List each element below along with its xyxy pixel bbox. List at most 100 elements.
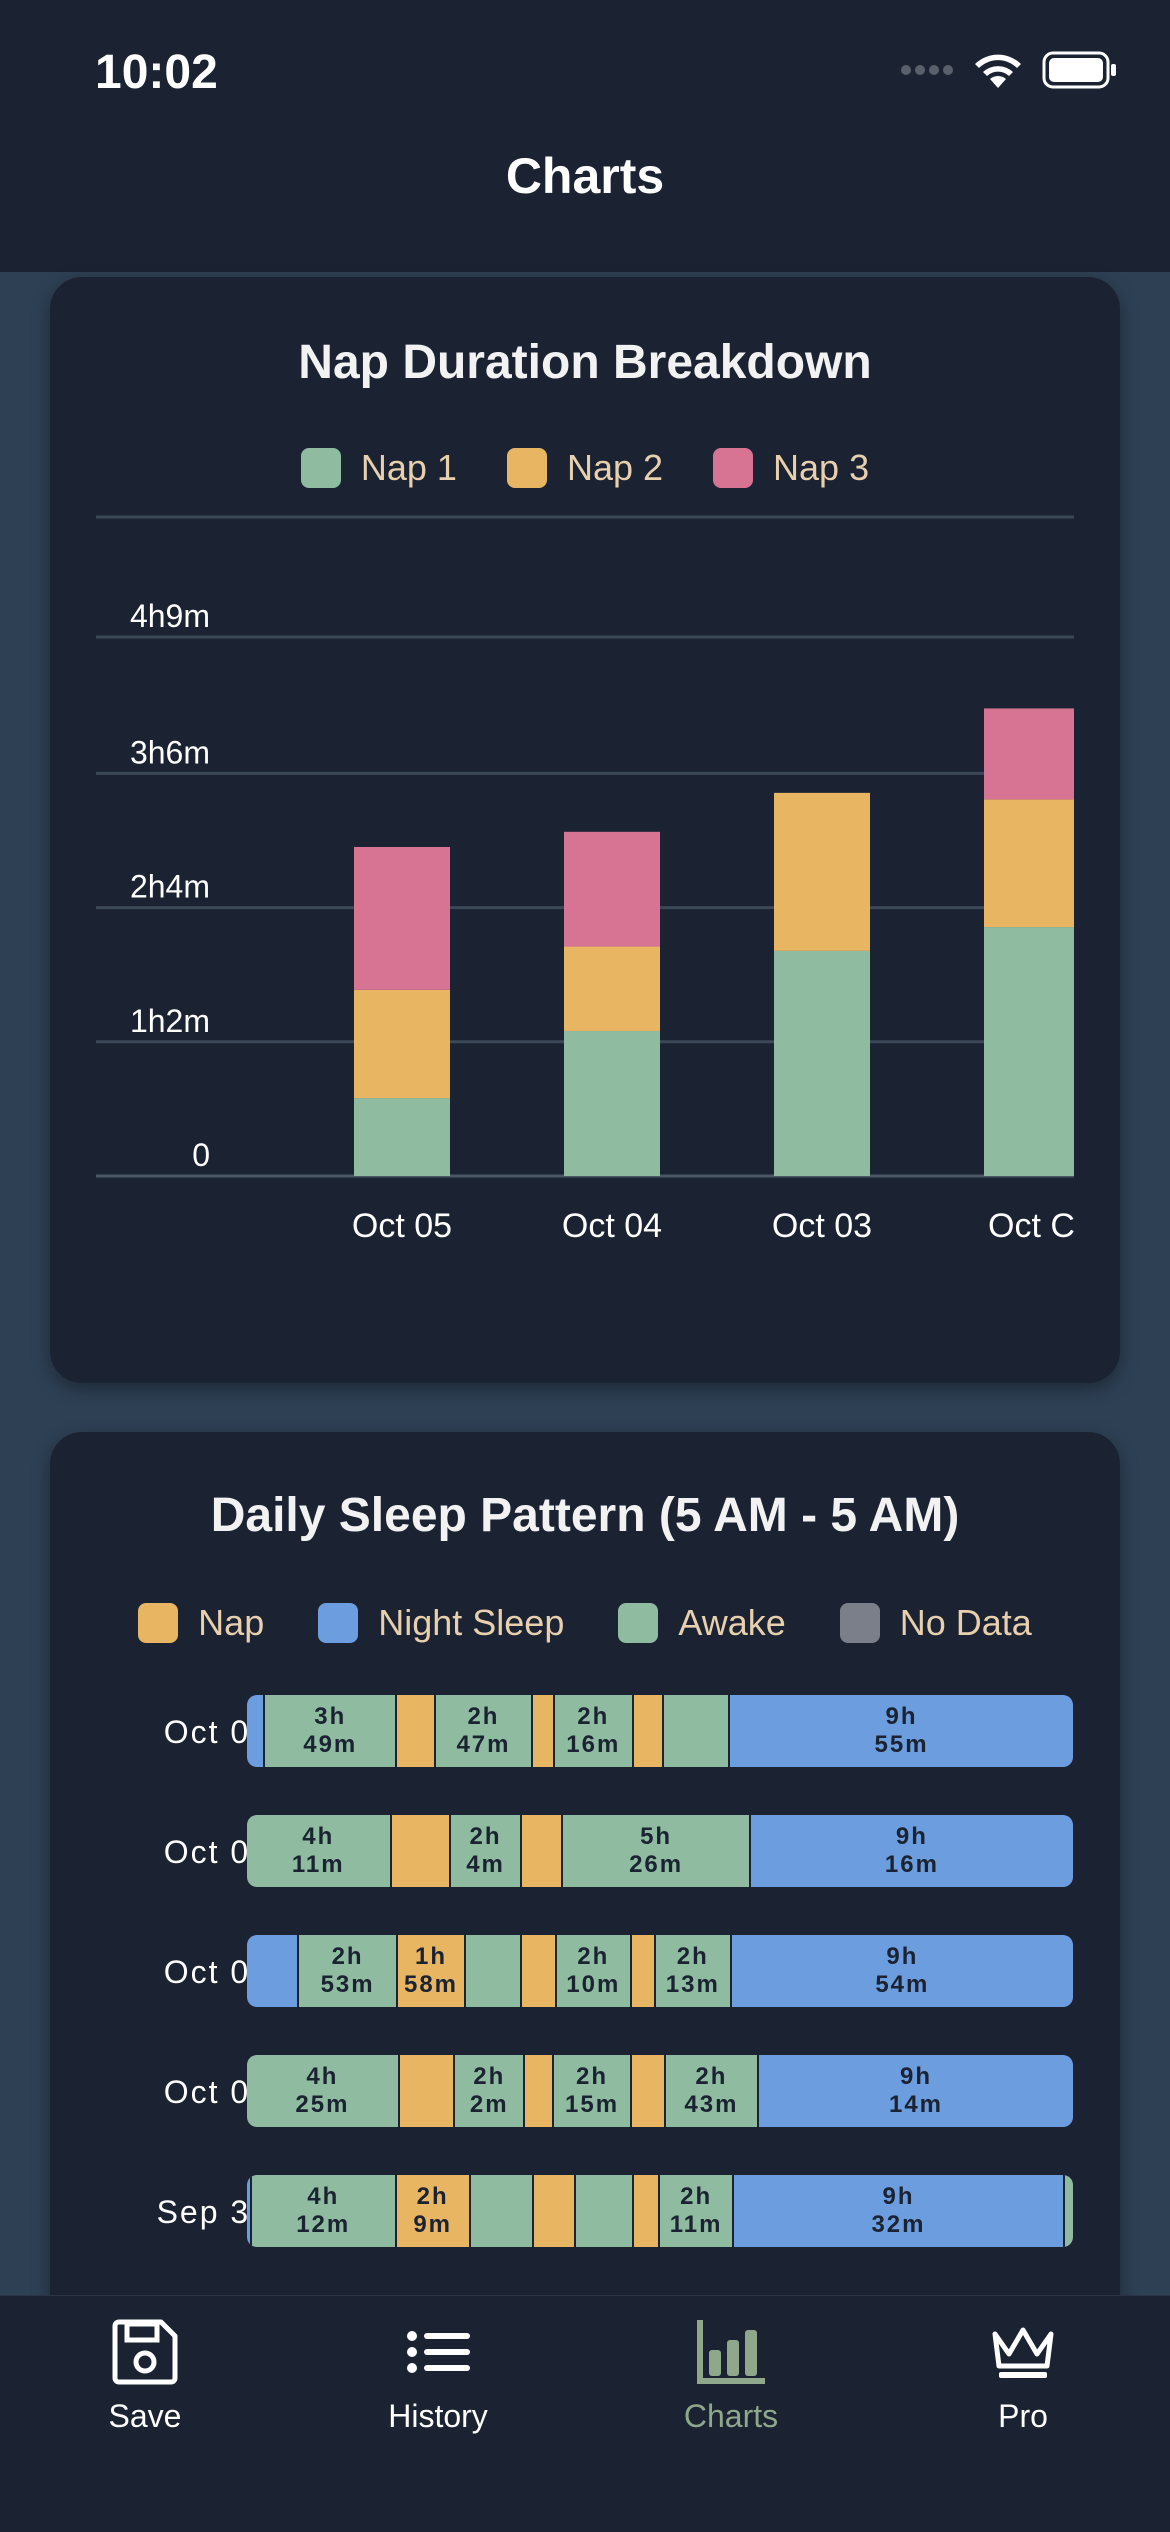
legend-item-night-sleep[interactable]: Night Sleep — [318, 1602, 564, 1644]
segment-minutes: 16m — [884, 1851, 939, 1878]
bar-segment-nap-1[interactable] — [774, 950, 870, 1176]
status-time: 10:02 — [95, 46, 218, 99]
bar-segment-nap-1[interactable] — [984, 927, 1074, 1176]
tab-pro[interactable]: Pro — [903, 2316, 1143, 2435]
segment-awake[interactable]: 2h 2m — [455, 2055, 526, 2127]
segment-nap[interactable] — [522, 1815, 564, 1887]
segment-nap[interactable] — [534, 2175, 576, 2247]
bar-segment-nap-2[interactable] — [354, 989, 450, 1099]
signal-icon — [901, 65, 953, 75]
legend-item-nap-1[interactable]: Nap 1 — [300, 447, 457, 489]
segment-awake[interactable] — [664, 1695, 731, 1767]
bar-segment-nap-1[interactable] — [564, 1030, 660, 1176]
nap-chart-legend: Nap 1 Nap 2 Nap 3 — [50, 447, 1120, 489]
segment-awake[interactable]: 4h 12m — [251, 2175, 397, 2247]
tab-save[interactable]: Save — [25, 2316, 265, 2435]
segment-awake[interactable]: 2h 43m — [665, 2055, 760, 2127]
legend-item-nap-3[interactable]: Nap 3 — [713, 447, 869, 489]
y-tick-label: 1h2m — [130, 1003, 210, 1039]
segment-minutes: 49m — [303, 1731, 358, 1758]
pattern-bar[interactable]: 2h 53m 1h 58m 2h 10m 2h 13m 9h 54m — [247, 1935, 1073, 2007]
segment-awake[interactable]: 3h 49m — [265, 1695, 398, 1767]
segment-minutes: 11m — [291, 1851, 345, 1878]
segment-night[interactable] — [247, 2175, 252, 2247]
segment-night[interactable] — [247, 1695, 266, 1767]
segment-awake[interactable]: 2h 13m — [655, 1935, 732, 2007]
legend-label: No Data — [899, 1602, 1032, 1643]
y-tick-label: 0 — [192, 1137, 210, 1173]
segment-nap[interactable] — [391, 1815, 452, 1887]
segment-minutes: 9m — [413, 2211, 452, 2238]
bar-segment-nap-3[interactable] — [354, 846, 450, 990]
segment-night[interactable]: 9h 16m — [750, 1815, 1073, 1887]
segment-hours: 9h — [886, 1943, 919, 1971]
segment-awake[interactable]: 2h 10m — [556, 1935, 632, 2007]
segment-awake[interactable]: 2h 53m — [299, 1935, 399, 2007]
segment-awake[interactable]: 5h 26m — [563, 1815, 751, 1887]
bar-segment-nap-2[interactable] — [984, 799, 1074, 928]
segment-awake[interactable] — [470, 2175, 535, 2247]
segment-awake[interactable] — [1064, 2175, 1073, 2247]
battery-icon — [1042, 51, 1116, 89]
segment-awake[interactable]: 2h 16m — [555, 1695, 634, 1767]
segment-nap[interactable] — [525, 2055, 555, 2127]
legend-label: Nap — [198, 1602, 265, 1643]
pattern-bar[interactable]: 4h 25m 2h 2m 2h 15m 2h 43m 9h 14m — [247, 2055, 1073, 2127]
segment-nap[interactable] — [522, 1935, 557, 2007]
pattern-row-date: Oct 02 — [163, 1954, 270, 1990]
bar-segment-nap-2[interactable] — [774, 792, 870, 951]
legend-label: Nap 1 — [360, 447, 457, 488]
pattern-bar[interactable]: 4h 12m 2h 9m 2h 11m 9h 32m — [247, 2175, 1073, 2247]
segment-hours: 2h — [467, 1703, 500, 1731]
crown-icon — [992, 2327, 1054, 2378]
legend-item-no-data[interactable]: No Data — [839, 1602, 1032, 1644]
segment-nap[interactable] — [631, 2055, 666, 2127]
tab-history[interactable]: History — [318, 2316, 558, 2435]
segment-nap[interactable] — [397, 1695, 437, 1767]
bar-layer — [354, 708, 1074, 1176]
tab-label: History — [388, 2398, 488, 2434]
segment-awake[interactable]: 4h 25m — [247, 2055, 400, 2127]
pattern-bar[interactable]: 3h 49m 2h 47m 2h 16m 9h 55m — [247, 1695, 1073, 1767]
bar-segment-nap-3[interactable] — [984, 708, 1074, 800]
segment-nap[interactable] — [631, 1935, 656, 2007]
segment-nap[interactable] — [399, 2055, 456, 2127]
segment-minutes: 14m — [888, 2091, 944, 2118]
segment-nap[interactable]: 1h 58m — [398, 1935, 466, 2007]
segment-minutes: 26m — [629, 1851, 684, 1878]
segment-hours: 5h — [640, 1823, 673, 1851]
segment-awake[interactable] — [575, 2175, 634, 2247]
segment-hours: 4h — [302, 1823, 335, 1851]
segment-awake[interactable]: 2h 4m — [451, 1815, 523, 1887]
bar-segment-nap-2[interactable] — [564, 946, 660, 1031]
segment-awake[interactable]: 4h 11m — [247, 1815, 392, 1887]
segment-awake[interactable]: 2h 47m — [436, 1695, 533, 1767]
segment-night[interactable]: 9h 54m — [731, 1935, 1073, 2007]
segment-nap[interactable]: 2h 9m — [396, 2175, 471, 2247]
segment-night[interactable]: 9h 55m — [730, 1695, 1073, 1767]
x-tick-label: Oct 03 — [772, 1207, 872, 1245]
segment-hours: 9h — [882, 2183, 915, 2211]
segment-minutes: 13m — [665, 1971, 720, 1998]
segment-nap[interactable] — [633, 1695, 665, 1767]
segment-nap[interactable] — [532, 1695, 556, 1767]
segment-hours: 9h — [899, 2063, 932, 2091]
bar-segment-nap-3[interactable] — [564, 831, 660, 947]
tab-charts[interactable]: Charts — [611, 2316, 851, 2435]
segment-awake[interactable]: 2h 15m — [554, 2055, 632, 2127]
bar-segment-nap-1[interactable] — [354, 1098, 450, 1176]
segment-night[interactable]: 9h 14m — [759, 2055, 1073, 2127]
segment-night[interactable]: 9h 32m — [734, 2175, 1065, 2247]
segment-hours: 9h — [895, 1823, 928, 1851]
pattern-row-date: Oct 03 — [163, 1834, 270, 1870]
legend-item-nap[interactable]: Nap — [138, 1602, 264, 1644]
pattern-bar[interactable]: 4h 11m 2h 4m 5h 26m 9h 16m — [247, 1815, 1073, 1887]
segment-awake[interactable]: 2h 11m — [659, 2175, 735, 2247]
pattern-chart-legend: Nap Night Sleep Awake No Data — [50, 1602, 1120, 1644]
segment-awake[interactable] — [465, 1935, 523, 2007]
segment-nap[interactable] — [633, 2175, 660, 2247]
legend-item-nap-2[interactable]: Nap 2 — [506, 447, 663, 489]
segment-night[interactable] — [247, 1935, 300, 2007]
segment-hours: 2h — [577, 1943, 610, 1971]
legend-item-awake[interactable]: Awake — [618, 1602, 786, 1644]
